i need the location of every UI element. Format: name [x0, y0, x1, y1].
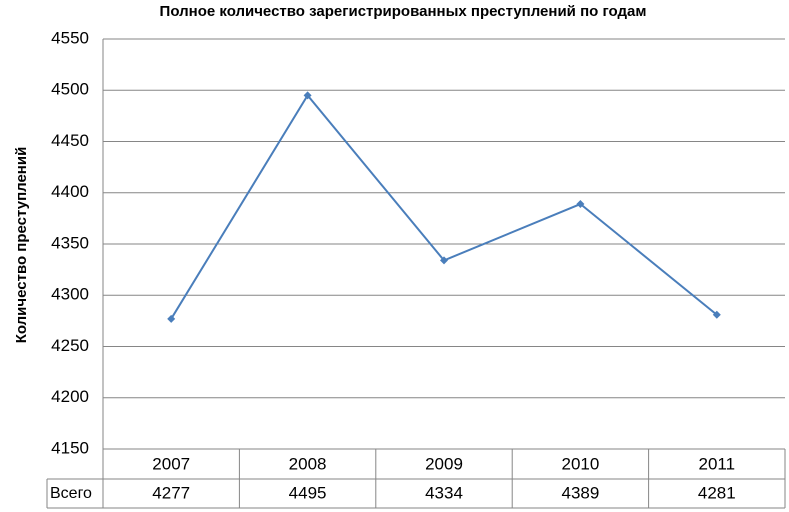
y-tick-label: 4200: [51, 387, 89, 406]
y-tick-label: 4150: [51, 438, 89, 457]
x-tick-label: 2009: [425, 454, 463, 473]
y-tick-label: 4250: [51, 336, 89, 355]
data-point: [303, 91, 312, 100]
y-tick-label: 4300: [51, 285, 89, 304]
y-tick-label: 4400: [51, 182, 89, 201]
data-point: [712, 310, 721, 319]
table-value: 4389: [561, 483, 599, 502]
legend-label: Всего: [50, 485, 92, 502]
series-line: [170, 93, 718, 320]
table-value: 4495: [289, 483, 327, 502]
y-axis-label: Количество преступлений: [13, 147, 30, 344]
x-tick-label: 2007: [152, 454, 190, 473]
chart-title: Полное количество зарегистрированных пре…: [160, 3, 647, 20]
x-tick-label: 2011: [699, 454, 736, 473]
x-tick-label: 2010: [561, 454, 599, 473]
data-point: [576, 200, 585, 209]
x-tick-label: 2008: [289, 454, 327, 473]
y-tick-label: 4500: [51, 80, 89, 99]
table-value: 4281: [698, 483, 736, 502]
data-point: [167, 314, 176, 323]
y-tick-label: 4550: [51, 28, 89, 47]
y-tick-label: 4350: [51, 233, 89, 252]
table-value: 4334: [425, 483, 463, 502]
table-value: 4277: [152, 483, 190, 502]
y-tick-label: 4450: [51, 131, 89, 150]
data-point: [440, 256, 448, 265]
